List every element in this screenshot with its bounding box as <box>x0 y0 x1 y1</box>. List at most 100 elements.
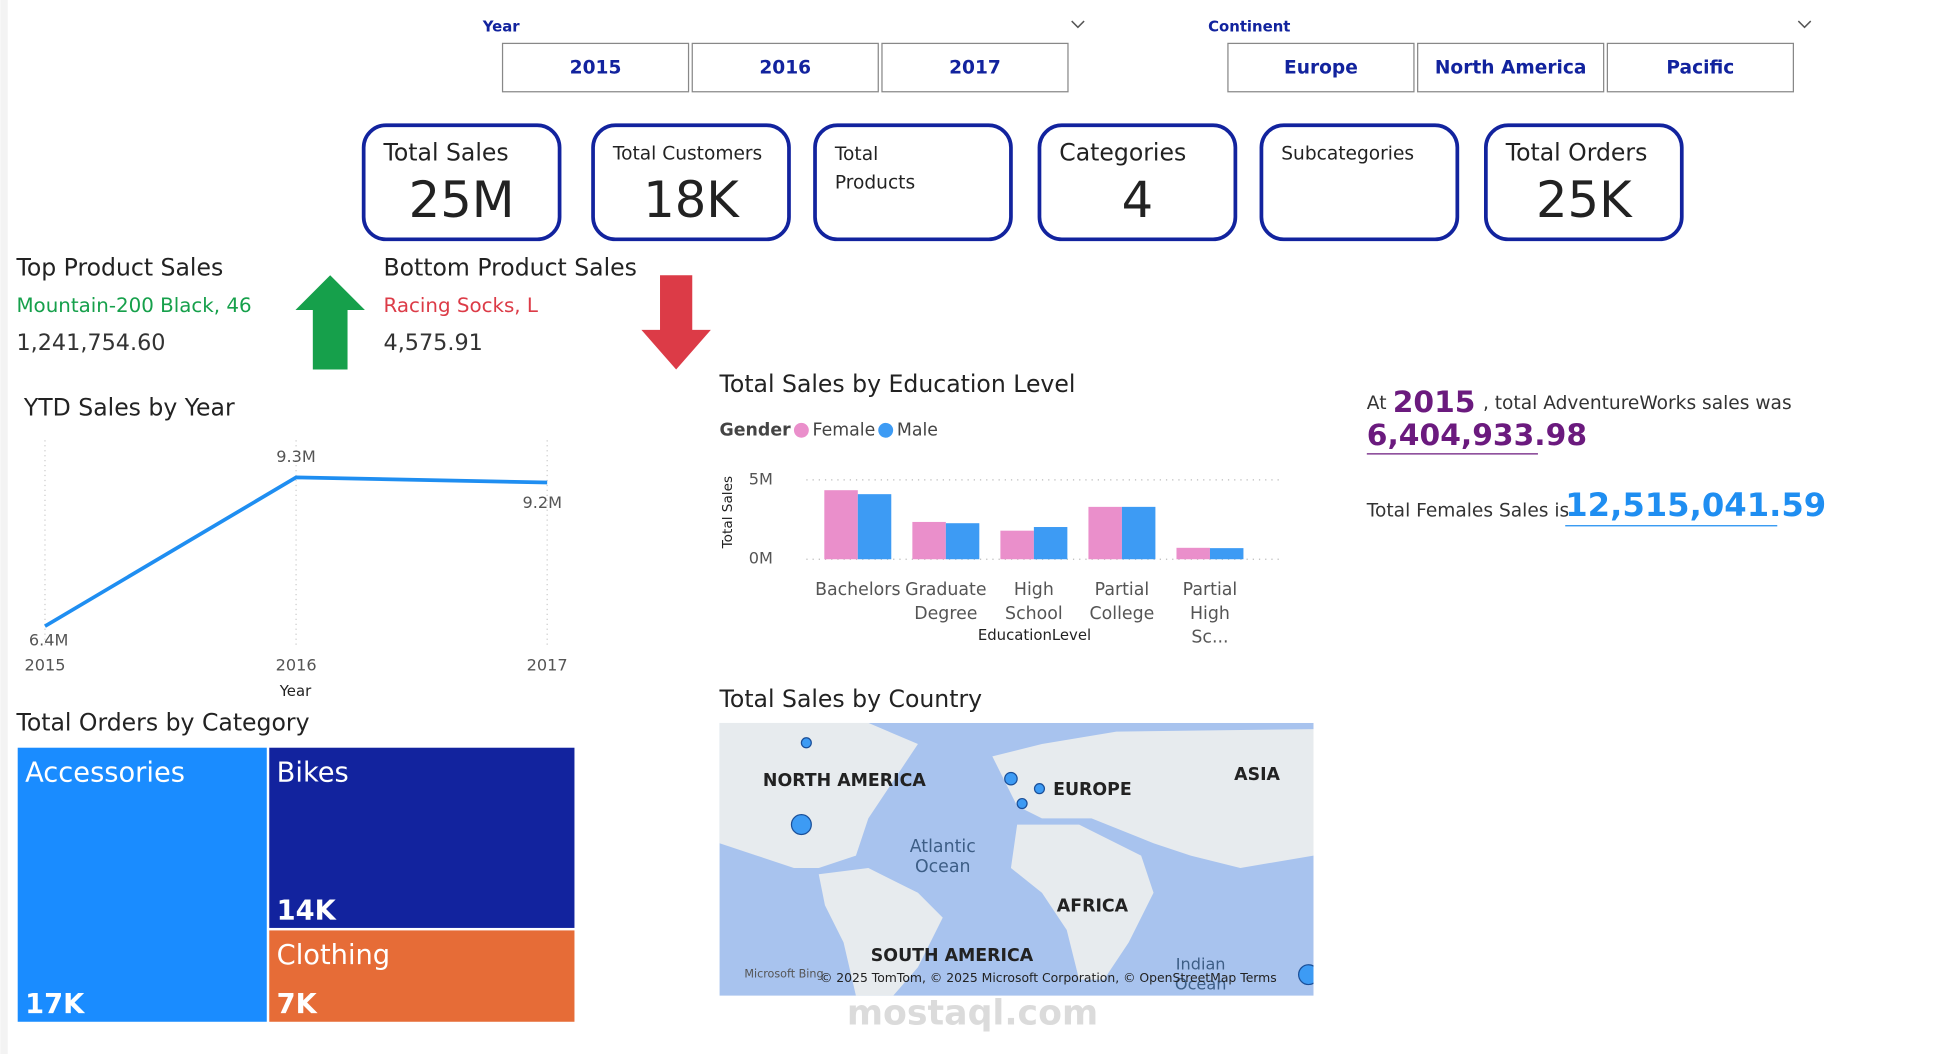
tile-value: 7K <box>277 989 318 1020</box>
map-label: EUROPE <box>1053 780 1132 800</box>
kpi-card <box>1037 123 1238 242</box>
map-label: SOUTH AMERICA <box>871 946 1034 966</box>
card-label: Total Products <box>834 143 915 193</box>
kpi-card <box>1259 123 1460 242</box>
summary-text: , total AdventureWorks sales was <box>1483 393 1792 414</box>
female-text: Total Females Sales is <box>1366 500 1569 521</box>
slicer-option: Europe <box>1284 58 1358 79</box>
down-arrow <box>641 275 711 370</box>
map-brand: Microsoft Bing <box>744 968 823 981</box>
slicer-title: Year <box>482 17 521 35</box>
chart-title: Total Orders by Category <box>15 709 309 737</box>
product-title: Bottom Product Sales <box>384 254 637 282</box>
map-bubble[interactable] <box>1004 771 1018 786</box>
map-bubble[interactable] <box>1298 964 1319 986</box>
land <box>818 868 943 996</box>
x-tick-label: 2015 <box>24 655 65 674</box>
slicer-button[interactable] <box>501 42 690 93</box>
slicer-option: 2015 <box>570 58 622 79</box>
data-label: 6.4M <box>29 631 69 650</box>
card-value: 25K <box>1536 171 1633 229</box>
legend-label: Male <box>897 420 938 440</box>
land <box>1010 824 1154 980</box>
legend-swatch <box>878 422 894 438</box>
x-axis-label: EducationLevel <box>978 626 1091 644</box>
bar <box>857 494 892 560</box>
map-bubble[interactable] <box>1033 783 1046 795</box>
data-label: 9.2M <box>522 493 562 512</box>
bar <box>1088 506 1122 560</box>
map-title: Total Sales by Country <box>719 685 983 713</box>
kpi-card <box>361 123 562 242</box>
dropdown-chevron[interactable] <box>1797 20 1812 29</box>
card-label: Categories <box>1059 138 1186 166</box>
legend-swatch <box>793 422 809 438</box>
tile-label: Clothing <box>277 940 390 971</box>
treemap-tile <box>269 747 575 928</box>
y-axis-label: Total Sales <box>720 476 736 549</box>
legend-title: Gender <box>720 420 792 440</box>
card-label: Total Sales <box>383 138 509 166</box>
summary-prefix: At <box>1367 393 1387 414</box>
dropdown-chevron[interactable] <box>1071 20 1085 29</box>
summary-line: At 2015 , total AdventureWorks sales was <box>1367 385 1792 420</box>
land <box>992 729 1314 868</box>
chart-title: YTD Sales by Year <box>23 394 235 422</box>
map-label: NORTH AMERICA <box>763 771 926 791</box>
map-label: Atlantic Ocean <box>910 837 976 877</box>
up-arrow <box>295 275 365 370</box>
x-tick-label: Bachelors <box>815 580 900 600</box>
slicer-button[interactable] <box>1606 42 1794 93</box>
product-title: Top Product Sales <box>15 254 223 282</box>
map-bubble[interactable] <box>790 814 812 836</box>
female-sales: 12,515,041.59 <box>1565 486 1826 524</box>
x-tick-label: High School <box>1005 580 1063 624</box>
kpi-card <box>1484 123 1684 242</box>
product-value: 1,241,754.60 <box>16 330 165 356</box>
card-label: Total Customers <box>612 143 762 164</box>
bar <box>1176 547 1210 560</box>
bar <box>1033 527 1068 560</box>
x-tick-label: 2016 <box>276 655 317 674</box>
tile-value: 14K <box>277 895 337 926</box>
left-edge <box>0 0 8 1054</box>
product-value: 4,575.91 <box>384 330 483 356</box>
slicer-option: Pacific <box>1666 58 1734 79</box>
summary-year: 2015 <box>1393 385 1476 420</box>
slicer-button[interactable] <box>1227 42 1415 93</box>
watermark: mostaql.com <box>847 993 1098 1033</box>
map <box>719 722 1319 996</box>
map-bubble[interactable] <box>1016 797 1028 810</box>
tile-label: Bikes <box>277 757 349 788</box>
land <box>719 722 918 868</box>
tile-value: 17K <box>25 989 85 1020</box>
map-label: AFRICA <box>1057 896 1129 916</box>
slicer-option: North America <box>1435 58 1587 79</box>
bar <box>1209 548 1244 560</box>
slicer-option: 2016 <box>759 58 811 79</box>
slicer-button[interactable] <box>691 42 879 93</box>
kpi-card <box>591 123 791 242</box>
bar <box>1000 530 1034 560</box>
treemap-tile <box>269 930 575 1022</box>
x-tick-label: Partial High Sc... <box>1183 580 1238 647</box>
slicer-button[interactable] <box>1417 42 1605 93</box>
slicer-button[interactable] <box>881 42 1069 93</box>
map-bubble[interactable] <box>800 737 812 749</box>
line <box>44 475 548 628</box>
bar <box>824 490 858 560</box>
x-tick-label: Graduate Degree <box>905 580 986 624</box>
map-label: Indian Ocean <box>1175 954 1227 993</box>
bar <box>912 521 946 560</box>
data-label: 9.3M <box>276 447 316 466</box>
x-tick-label: 2017 <box>527 655 568 674</box>
tile-label: Accessories <box>25 757 185 788</box>
product-name: Racing Socks, L <box>384 294 538 317</box>
slicer-option: 2017 <box>949 58 1001 79</box>
legend-label: Female <box>813 420 876 440</box>
chart-title: Total Sales by Education Level <box>719 370 1076 398</box>
card-value: 25M <box>409 171 515 229</box>
x-tick-label: Partial College <box>1090 580 1155 624</box>
